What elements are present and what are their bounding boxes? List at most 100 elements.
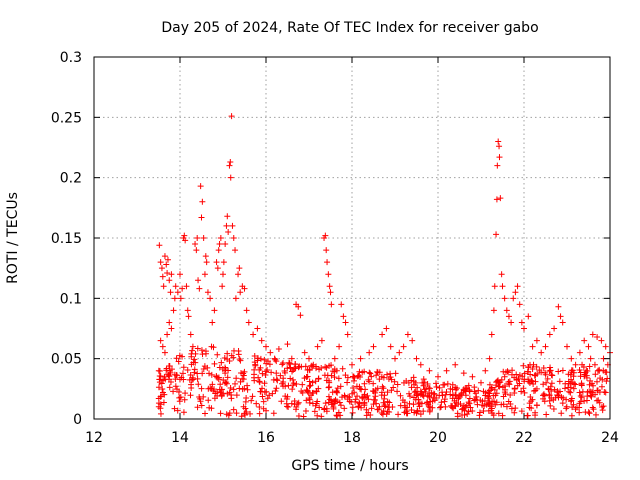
data-point — [157, 259, 164, 266]
data-point — [363, 406, 370, 413]
data-point — [224, 213, 231, 220]
data-point — [495, 138, 502, 145]
data-point — [188, 381, 195, 388]
data-point — [264, 395, 271, 402]
data-point — [474, 401, 481, 408]
data-point — [508, 319, 515, 326]
data-point — [194, 370, 201, 377]
data-point — [532, 378, 539, 385]
data-point — [595, 397, 602, 404]
data-point — [215, 247, 222, 254]
data-point — [226, 358, 233, 365]
data-point — [538, 349, 545, 356]
data-point — [191, 366, 198, 373]
data-point — [520, 385, 527, 392]
data-point — [482, 367, 489, 374]
data-point — [392, 370, 399, 377]
data-point — [176, 398, 183, 405]
data-point — [172, 283, 179, 290]
data-point — [286, 361, 293, 368]
data-point — [529, 365, 536, 372]
data-point — [203, 259, 210, 266]
data-point — [306, 367, 313, 374]
data-point — [425, 384, 432, 391]
data-point — [327, 289, 334, 296]
data-point — [488, 403, 495, 410]
data-point — [586, 410, 593, 417]
data-point — [326, 384, 333, 391]
data-point — [480, 388, 487, 395]
data-point — [465, 399, 472, 406]
data-point — [326, 396, 333, 403]
data-point — [576, 400, 583, 407]
data-point — [241, 368, 248, 375]
data-point — [412, 388, 419, 395]
data-point — [570, 369, 577, 376]
data-point — [362, 386, 369, 393]
data-point — [179, 353, 186, 360]
data-point — [316, 366, 323, 373]
data-point — [583, 374, 590, 381]
data-point — [300, 413, 307, 420]
data-point — [519, 373, 526, 380]
data-point — [540, 391, 547, 398]
data-point — [206, 370, 213, 377]
data-point — [529, 343, 536, 350]
data-point — [185, 313, 192, 320]
data-point — [243, 395, 250, 402]
data-point — [360, 393, 367, 400]
data-point — [256, 410, 263, 417]
data-point — [232, 247, 239, 254]
data-point — [226, 162, 233, 169]
data-point — [568, 412, 575, 419]
data-point — [488, 384, 495, 391]
data-point — [202, 253, 209, 260]
data-point — [171, 405, 178, 412]
data-point — [460, 370, 467, 377]
data-point — [477, 397, 484, 404]
data-point — [230, 386, 237, 393]
data-point — [302, 363, 309, 370]
data-point — [207, 385, 214, 392]
data-point — [505, 378, 512, 385]
data-point — [260, 405, 267, 412]
data-point — [359, 369, 366, 376]
data-point — [158, 380, 165, 387]
data-point — [177, 295, 184, 302]
data-point — [556, 378, 563, 385]
data-point — [436, 384, 443, 391]
data-point — [478, 379, 484, 386]
data-point — [481, 397, 488, 404]
data-point — [237, 289, 244, 296]
data-point — [263, 368, 270, 375]
data-point — [388, 387, 395, 394]
data-point — [453, 399, 460, 406]
data-point — [604, 375, 611, 382]
data-point — [408, 406, 415, 413]
data-point — [210, 387, 217, 394]
data-point — [357, 355, 364, 362]
data-point — [194, 375, 201, 382]
x-tick-label: 24 — [601, 430, 619, 446]
data-point — [266, 392, 273, 399]
data-point — [258, 337, 265, 344]
data-point — [270, 376, 277, 383]
data-point — [378, 392, 385, 399]
data-point — [567, 398, 574, 405]
data-point — [410, 394, 417, 401]
data-point — [166, 319, 173, 326]
data-point — [179, 370, 186, 377]
data-point — [528, 377, 535, 384]
data-point — [449, 404, 456, 411]
data-point — [263, 388, 270, 395]
data-point — [592, 411, 599, 418]
data-point — [192, 241, 199, 248]
data-point — [385, 375, 392, 382]
data-point — [373, 372, 380, 379]
data-point — [236, 265, 243, 272]
data-point — [471, 388, 478, 395]
data-point — [243, 307, 250, 314]
data-point — [392, 355, 398, 362]
data-point — [282, 383, 289, 390]
data-point — [254, 325, 261, 332]
